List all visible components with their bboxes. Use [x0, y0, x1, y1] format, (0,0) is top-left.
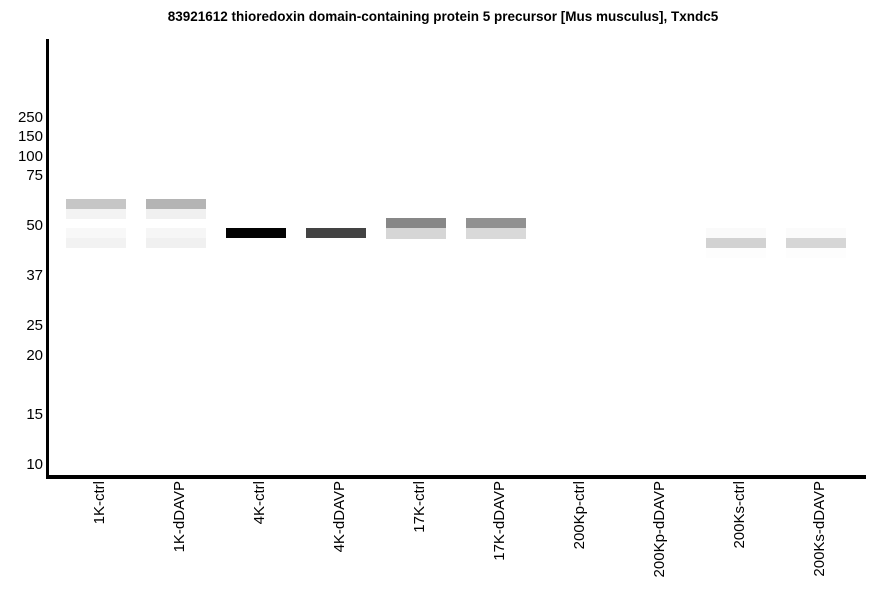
gel-band-1K-dDAVP-55kda [146, 209, 206, 219]
gel-band-1K-ctrl-45kda [66, 238, 126, 248]
figure-title: 83921612 thioredoxin domain-containing p… [167, 9, 719, 24]
y-tick-label-15kda: 15 [26, 406, 43, 423]
y-tick-label-20kda: 20 [26, 347, 43, 364]
gel-band-200Ks-dDAVP-45kda [786, 238, 846, 248]
gel-band-1K-ctrl-60kda [66, 199, 126, 209]
x-axis-label-200Kp-dDAVP: 200Kp-dDAVP [651, 481, 668, 578]
y-tick-label-250kda: 250 [17, 109, 43, 126]
x-axis-line [46, 475, 866, 479]
x-axis-label-17K-ctrl: 17K-ctrl [411, 481, 428, 533]
gel-band-4K-dDAVP-48kda [306, 228, 366, 238]
gel-band-200Ks-ctrl-48kda [706, 228, 766, 238]
gel-band-17K-ctrl-51kda [386, 218, 446, 228]
gel-band-1K-dDAVP-60kda [146, 199, 206, 209]
x-axis-label-17K-dDAVP: 17K-dDAVP [491, 481, 508, 561]
gel-band-200Ks-dDAVP-42kda [786, 248, 846, 258]
gel-band-17K-dDAVP-51kda [466, 218, 526, 228]
gel-band-200Ks-ctrl-45kda [706, 238, 766, 248]
y-tick-label-37kda: 37 [26, 267, 43, 284]
x-axis-label-1K-dDAVP: 1K-dDAVP [171, 481, 188, 553]
gel-band-200Ks-ctrl-42kda [706, 248, 766, 258]
y-axis-line [46, 39, 49, 479]
x-axis-label-200Ks-dDAVP: 200Ks-dDAVP [811, 481, 828, 577]
y-tick-label-10kda: 10 [26, 456, 43, 473]
x-axis-label-4K-dDAVP: 4K-dDAVP [331, 481, 348, 553]
x-axis-label-200Kp-ctrl: 200Kp-ctrl [571, 481, 588, 550]
gel-band-1K-ctrl-55kda [66, 209, 126, 219]
y-tick-label-75kda: 75 [26, 167, 43, 184]
x-axis-label-1K-ctrl: 1K-ctrl [91, 481, 108, 525]
x-axis-label-4K-ctrl: 4K-ctrl [251, 481, 268, 525]
gel-band-1K-dDAVP-45kda [146, 238, 206, 248]
gel-band-4K-ctrl-48kda [226, 228, 286, 238]
gel-band-200Ks-dDAVP-48kda [786, 228, 846, 238]
gel-band-17K-ctrl-48kda [386, 228, 446, 239]
gel-band-1K-dDAVP-48kda [146, 228, 206, 238]
y-tick-label-25kda: 25 [26, 317, 43, 334]
gel-band-17K-dDAVP-48kda [466, 228, 526, 239]
gel-band-1K-ctrl-48kda [66, 228, 126, 238]
y-tick-label-100kda: 100 [17, 148, 43, 165]
y-tick-label-50kda: 50 [26, 217, 43, 234]
x-axis-label-200Ks-ctrl: 200Ks-ctrl [731, 481, 748, 549]
y-tick-label-150kda: 150 [17, 128, 43, 145]
